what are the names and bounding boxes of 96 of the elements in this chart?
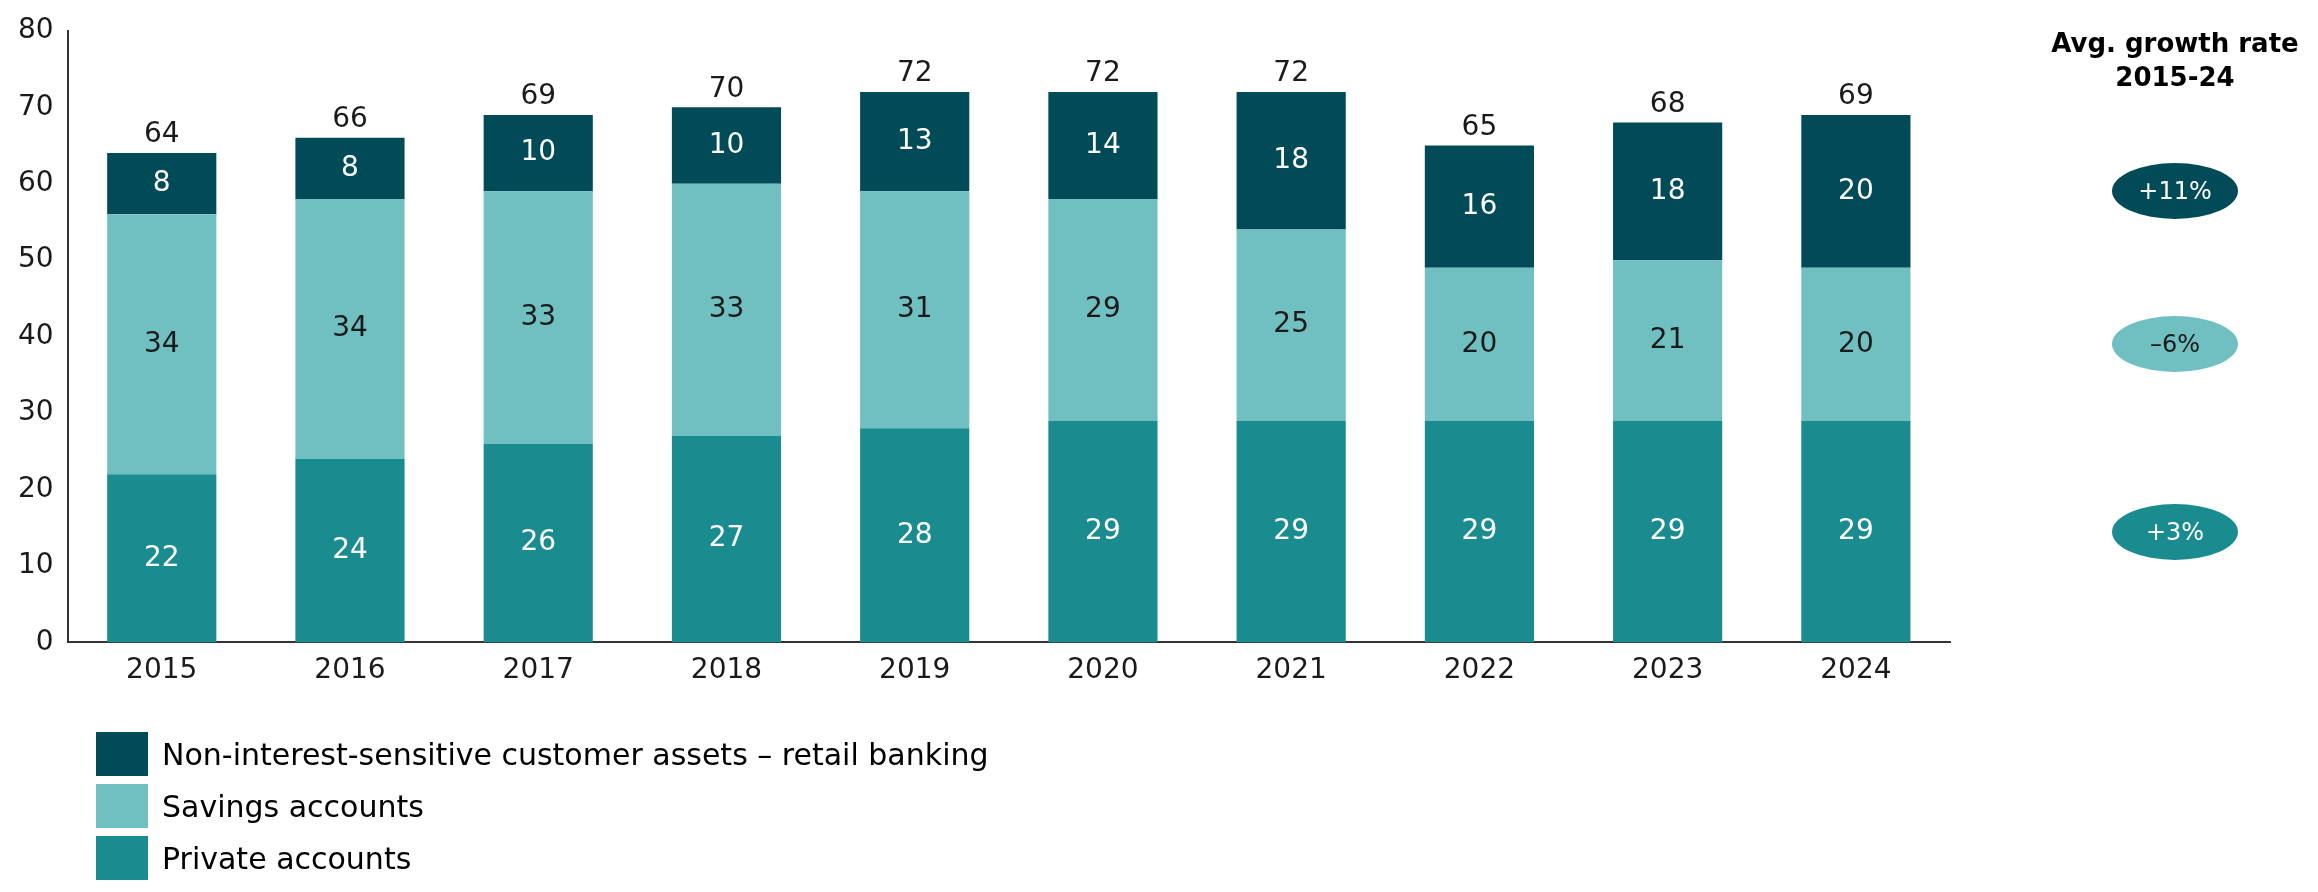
x-tick-label: 2023 — [1632, 652, 1704, 686]
total-label: 72 — [1085, 55, 1121, 89]
bar — [1048, 198, 1158, 421]
data-label: 26 — [520, 524, 557, 558]
data-label: 22 — [143, 539, 180, 573]
bar — [295, 198, 405, 459]
total-label: 72 — [1273, 55, 1309, 89]
text: +11% — [2112, 163, 2238, 220]
data-label: 14 — [1085, 126, 1121, 160]
x-tick-label: 2022 — [1443, 652, 1516, 686]
data-label: 18 — [1649, 172, 1686, 206]
bar — [1613, 122, 1723, 261]
data-label: 29 — [1461, 512, 1498, 546]
bar — [860, 191, 970, 429]
y-tick-label: 20 — [17, 470, 54, 504]
bar — [483, 191, 593, 444]
total-label: 69 — [1838, 78, 1874, 112]
data-label: 16 — [1461, 187, 1498, 221]
total-label: 69 — [520, 78, 557, 112]
data-label: 27 — [708, 520, 745, 554]
data-label: 18 — [1273, 142, 1309, 176]
bar — [1801, 114, 1911, 268]
total-label: 72 — [896, 55, 933, 89]
data-label: 31 — [896, 291, 933, 325]
data-label: 29 — [1273, 512, 1309, 546]
bar — [483, 114, 593, 192]
bar — [1236, 420, 1346, 643]
total-label: 66 — [332, 101, 368, 135]
bar — [107, 153, 217, 215]
data-label: 34 — [332, 310, 368, 344]
y-tick-label: 50 — [17, 241, 54, 275]
bar — [671, 435, 782, 643]
total-label: 68 — [1649, 85, 1686, 119]
x-tick-label: 2016 — [314, 652, 386, 686]
legend-label: Private accounts — [162, 840, 412, 876]
bar — [1801, 420, 1911, 643]
y-tick-label: 70 — [17, 88, 54, 122]
data-label: 34 — [143, 325, 180, 359]
data-label: 29 — [1085, 512, 1121, 546]
legend-label: Non-interest-sensitive customer assets – retail banking — [162, 736, 989, 772]
data-label: 28 — [896, 516, 933, 550]
bar — [1048, 420, 1158, 643]
legend-label: Savings accounts — [162, 788, 424, 824]
y-tick-label: 10 — [17, 547, 54, 581]
bar — [107, 474, 217, 643]
bar — [1613, 420, 1723, 643]
data-label: 29 — [1085, 291, 1121, 325]
bar — [671, 183, 782, 436]
bar — [295, 458, 405, 643]
data-label: 10 — [520, 134, 557, 168]
bar — [1236, 91, 1346, 230]
x-tick-label: 2020 — [1067, 652, 1139, 686]
text: Avg. growth rate 2015-24 — [2050, 27, 2300, 94]
bar — [483, 443, 593, 643]
bar — [1048, 91, 1158, 199]
x-tick-label: 2024 — [1820, 652, 1892, 686]
data-label: 33 — [520, 298, 557, 332]
bar — [1424, 267, 1534, 421]
bar — [1236, 229, 1346, 421]
text: –6% — [2112, 316, 2238, 373]
data-label: 33 — [708, 291, 745, 325]
y-tick-label: 40 — [17, 317, 54, 351]
bar — [1801, 267, 1911, 421]
data-label: 13 — [896, 122, 933, 156]
x-tick-label: 2015 — [126, 652, 198, 686]
bar — [1424, 420, 1534, 643]
data-label: 20 — [1838, 325, 1874, 359]
x-tick-label: 2021 — [1255, 652, 1327, 686]
data-label: 29 — [1649, 512, 1686, 546]
data-label: 20 — [1461, 325, 1498, 359]
total-label: 64 — [143, 116, 180, 150]
x-tick-label: 2017 — [502, 652, 574, 686]
data-label: 8 — [152, 164, 171, 198]
y-tick-label: 30 — [17, 394, 54, 428]
bar — [860, 91, 970, 192]
data-label: 10 — [708, 126, 745, 160]
bar — [295, 137, 405, 199]
text: +3% — [2112, 503, 2238, 560]
data-label: 25 — [1273, 306, 1309, 340]
bar — [107, 214, 217, 475]
data-label: 24 — [332, 531, 368, 565]
x-tick-label: 2018 — [690, 652, 763, 686]
data-label: 21 — [1649, 321, 1686, 355]
y-tick-label: 80 — [17, 12, 54, 46]
y-tick-label: 0 — [35, 623, 54, 657]
data-label: 29 — [1838, 512, 1874, 546]
data-label: 8 — [341, 149, 359, 183]
data-label: 20 — [1838, 172, 1874, 206]
total-label: 65 — [1461, 108, 1498, 142]
bar — [860, 428, 970, 643]
bar — [1613, 260, 1723, 421]
total-label: 70 — [708, 70, 745, 104]
x-tick-label: 2019 — [879, 652, 951, 686]
y-tick-label: 60 — [17, 164, 54, 198]
bar — [671, 107, 782, 184]
bar — [1424, 145, 1534, 268]
